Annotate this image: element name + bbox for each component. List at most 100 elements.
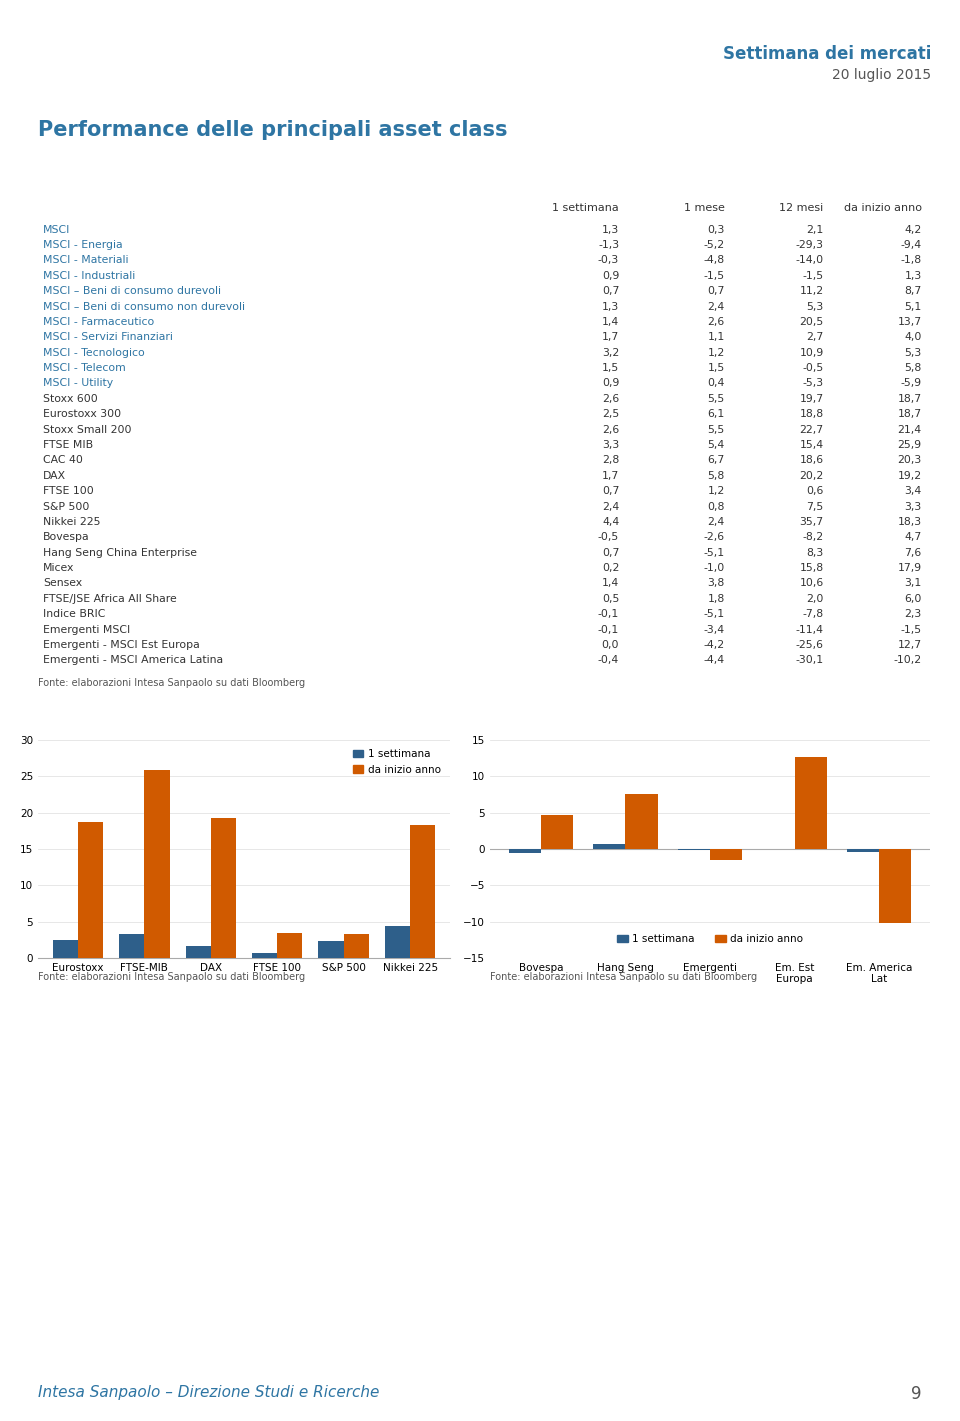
Text: 20,3: 20,3 [898,455,922,466]
Text: MSCI - Telecom: MSCI - Telecom [43,364,126,374]
Text: Hang Seng China Enterprise: Hang Seng China Enterprise [43,547,197,557]
Text: MSCI – Beni di consumo durevoli: MSCI – Beni di consumo durevoli [43,286,221,296]
Text: FTSE 100: FTSE 100 [43,486,94,496]
Bar [344,934,369,958]
Text: 0,2: 0,2 [602,563,619,573]
Text: MSCI – Beni di consumo non durevoli: MSCI – Beni di consumo non durevoli [43,301,245,311]
Text: 5,3: 5,3 [806,301,824,311]
Text: CAC 40: CAC 40 [43,455,84,466]
Text: 1,2: 1,2 [708,348,725,358]
Text: 7,6: 7,6 [904,547,922,557]
Text: 2,6: 2,6 [602,394,619,404]
Text: 19,2: 19,2 [898,470,922,480]
Text: -1,3: -1,3 [598,240,619,250]
Text: 0,8: 0,8 [708,502,725,512]
Bar [277,934,302,958]
Text: -1,8: -1,8 [900,256,922,266]
Text: 22,7: 22,7 [800,425,824,435]
Text: -0,5: -0,5 [598,533,619,543]
Bar [879,848,911,924]
Text: 18,8: 18,8 [800,409,824,419]
Text: 5,8: 5,8 [904,364,922,374]
Text: 12 mesi: 12 mesi [780,203,824,213]
Text: -11,4: -11,4 [796,625,824,635]
Text: 7,5: 7,5 [806,502,824,512]
Text: 1 settimana: 1 settimana [552,203,619,213]
Text: Azionario (var. %): Azionario (var. %) [47,180,164,193]
Text: 3,3: 3,3 [904,502,922,512]
Text: MSCI - Utility: MSCI - Utility [43,378,113,388]
Text: MSCI - Tecnologico: MSCI - Tecnologico [43,348,145,358]
Text: Principali indici azionari economie emergenti (var. %): Principali indici azionari economie emer… [494,725,810,735]
Text: da inizio anno: da inizio anno [844,203,922,213]
Text: Principali indici azionari economie avanzate (var. %): Principali indici azionari economie avan… [42,725,350,735]
Text: -0,1: -0,1 [598,610,619,620]
Text: FTSE MIB: FTSE MIB [43,441,93,450]
Text: 0,4: 0,4 [708,378,725,388]
Text: Sensex: Sensex [43,578,83,588]
Text: DAX: DAX [43,470,66,480]
Text: 2,8: 2,8 [602,455,619,466]
Text: -0,3: -0,3 [598,256,619,266]
Text: 2,4: 2,4 [708,517,725,527]
Text: -8,2: -8,2 [803,533,824,543]
Text: Fonte: elaborazioni Intesa Sanpaolo su dati Bloomberg: Fonte: elaborazioni Intesa Sanpaolo su d… [490,972,757,982]
Text: 5,4: 5,4 [708,441,725,450]
Text: 1,5: 1,5 [602,364,619,374]
Text: 5,3: 5,3 [904,348,922,358]
Text: -0,4: -0,4 [598,655,619,665]
Text: 4,7: 4,7 [904,533,922,543]
Text: -14,0: -14,0 [796,256,824,266]
Text: 17,9: 17,9 [898,563,922,573]
Text: -4,4: -4,4 [704,655,725,665]
Bar [710,848,742,860]
Text: -5,3: -5,3 [803,378,824,388]
Text: -5,1: -5,1 [704,610,725,620]
Text: Nikkei 225: Nikkei 225 [43,517,101,527]
Bar [53,939,78,958]
Text: 18,3: 18,3 [898,517,922,527]
Text: Settimana dei mercati: Settimana dei mercati [723,45,931,63]
Text: 20,2: 20,2 [800,470,824,480]
Text: 5,5: 5,5 [708,394,725,404]
Bar [509,848,540,853]
Text: -9,4: -9,4 [900,240,922,250]
Text: 0,9: 0,9 [602,271,619,281]
Text: 2,0: 2,0 [806,594,824,604]
Text: 21,4: 21,4 [898,425,922,435]
Text: 0,7: 0,7 [602,547,619,557]
Text: 2,4: 2,4 [602,502,619,512]
Text: MSCI - Energia: MSCI - Energia [43,240,123,250]
Text: 13,7: 13,7 [898,317,922,327]
Text: -1,5: -1,5 [704,271,725,281]
Text: Bovespa: Bovespa [43,533,90,543]
Text: 1,2: 1,2 [708,486,725,496]
Text: 35,7: 35,7 [800,517,824,527]
Text: 4,4: 4,4 [602,517,619,527]
Text: -1,5: -1,5 [900,625,922,635]
Text: 1,5: 1,5 [708,364,725,374]
Text: 3,2: 3,2 [602,348,619,358]
Text: 9: 9 [911,1385,922,1403]
Text: 1,4: 1,4 [602,317,619,327]
Text: Stoxx Small 200: Stoxx Small 200 [43,425,132,435]
Text: 6,0: 6,0 [904,594,922,604]
Text: 0,3: 0,3 [708,225,725,234]
Text: 0,7: 0,7 [708,286,725,296]
Bar [625,794,658,848]
Text: 1,3: 1,3 [602,301,619,311]
Text: 18,7: 18,7 [898,394,922,404]
Text: 2,6: 2,6 [708,317,725,327]
Text: 18,7: 18,7 [898,409,922,419]
Text: 2,7: 2,7 [806,333,824,342]
Text: -4,8: -4,8 [704,256,725,266]
Text: MSCI - Industriali: MSCI - Industriali [43,271,135,281]
Text: 0,9: 0,9 [602,378,619,388]
Bar [385,926,410,958]
Bar [540,814,573,848]
Text: 15,8: 15,8 [800,563,824,573]
Text: 2,4: 2,4 [708,301,725,311]
Text: 5,5: 5,5 [708,425,725,435]
Text: 20,5: 20,5 [800,317,824,327]
Text: -3,4: -3,4 [704,625,725,635]
